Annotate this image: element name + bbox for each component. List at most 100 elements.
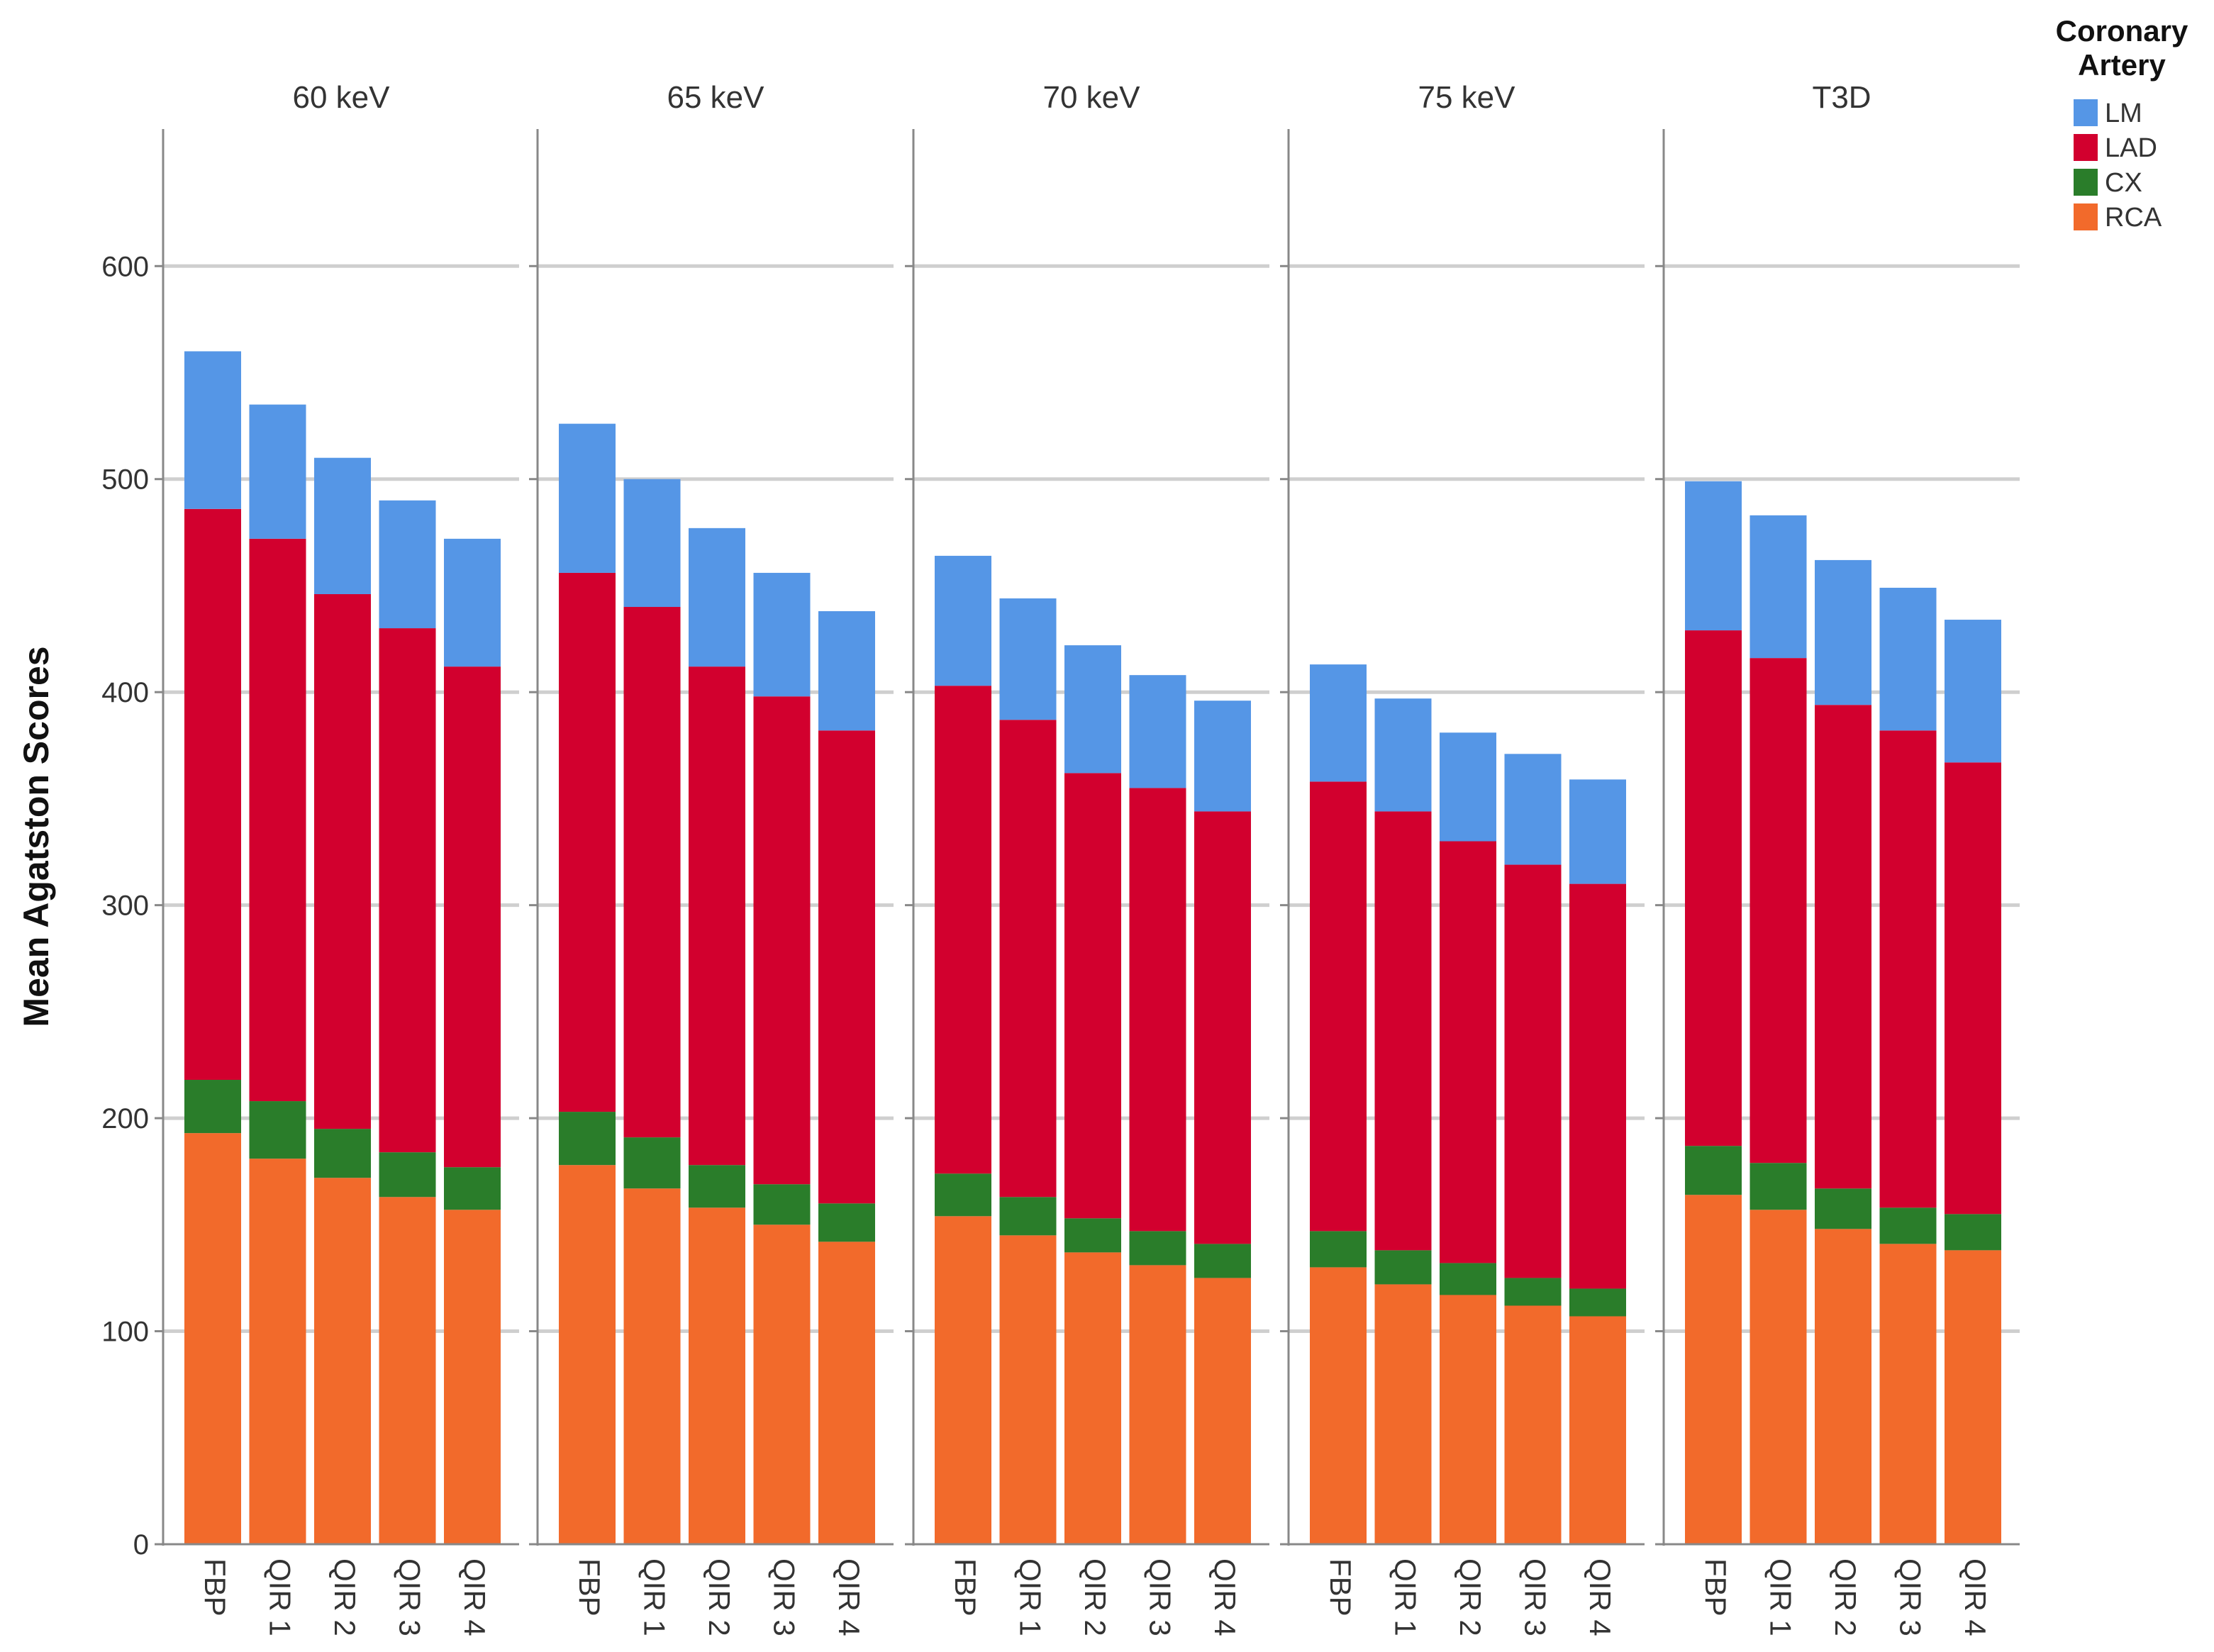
y-tick-label: 200 xyxy=(101,1103,149,1134)
bar-segment-cx xyxy=(314,1129,371,1178)
bar-segment-lad xyxy=(1685,630,1742,1146)
bar-segment-rca xyxy=(818,1241,875,1544)
bar-segment-rca xyxy=(1440,1295,1496,1544)
x-tick-label: QIR 1 xyxy=(263,1558,296,1636)
bar-segment-cx xyxy=(379,1152,436,1198)
bar-segment-rca xyxy=(935,1216,991,1544)
y-tick-label: 600 xyxy=(101,251,149,282)
bar-segment-lad xyxy=(1749,658,1807,1163)
bar-segment-lad xyxy=(689,666,745,1166)
bar-segment-lad xyxy=(184,508,241,1081)
bar-segment-cx xyxy=(1945,1214,2001,1251)
bar-segment-rca xyxy=(379,1197,436,1544)
x-tick-label: QIR 2 xyxy=(703,1558,736,1636)
bar-segment-lm xyxy=(1064,645,1121,774)
panel-title: T3D xyxy=(1812,80,1871,115)
legend-label-cx: CX xyxy=(2105,168,2142,198)
legend-label-lm: LM xyxy=(2105,99,2142,128)
x-tick-label: QIR 2 xyxy=(1079,1558,1112,1636)
axes: 0 100 200 300 400 500 600 60 keV FBP QIR 1 QIR 2 QI… xyxy=(101,80,2020,1636)
x-tick-label: QIR 1 xyxy=(1764,1558,1797,1636)
x-tick-label: QIR 4 xyxy=(1208,1558,1242,1636)
bar-segment-cx xyxy=(184,1080,241,1134)
bar-segment-lm xyxy=(1440,732,1496,842)
x-tick-label: FBP xyxy=(1324,1558,1357,1617)
bar-segment-lm xyxy=(1945,620,2001,763)
y-tick-label: 400 xyxy=(101,677,149,708)
bar-segment-lad xyxy=(444,666,501,1168)
bar-segment-rca xyxy=(1569,1316,1626,1544)
x-tick-label: QIR 2 xyxy=(328,1558,362,1636)
bar-segment-cx xyxy=(1194,1244,1251,1278)
bar-segment-lm xyxy=(623,479,681,608)
bar-segment-lm xyxy=(1194,701,1251,812)
bar-segment-lm xyxy=(1310,664,1367,782)
bar-segment-lad xyxy=(818,730,875,1204)
bar-segment-lad xyxy=(1064,773,1121,1219)
bar-segment-lm xyxy=(1129,675,1186,788)
bar-segment-lm xyxy=(1879,587,1937,731)
legend-swatch-cx xyxy=(2074,169,2098,196)
bar-segment-lm xyxy=(1749,515,1807,659)
bar-segment-cx xyxy=(1374,1250,1432,1285)
bar-segment-cx xyxy=(999,1197,1057,1236)
panel-title: 60 keV xyxy=(293,80,391,115)
bar-segment-cx xyxy=(559,1112,616,1166)
x-tick-label: FBP xyxy=(949,1558,982,1617)
y-tick-label: 0 xyxy=(133,1529,149,1561)
bar-segment-lad xyxy=(1374,811,1432,1251)
bar-segment-lad xyxy=(1879,730,1937,1208)
y-tick-label: 500 xyxy=(101,464,149,496)
bar-segment-rca xyxy=(1945,1250,2001,1544)
bar-segment-lm xyxy=(444,538,501,667)
bar-segment-lad xyxy=(1815,705,1871,1189)
x-tick-label: QIR 2 xyxy=(1454,1558,1487,1636)
bars xyxy=(184,351,2001,1544)
panel-title: 65 keV xyxy=(667,80,765,115)
bar-segment-lm xyxy=(1569,779,1626,884)
bar-segment-lad xyxy=(1129,788,1186,1232)
x-tick-label: QIR 4 xyxy=(833,1558,866,1636)
bar-segment-lm xyxy=(1815,559,1871,705)
bar-segment-cx xyxy=(1815,1188,1871,1229)
legend: Coronary Artery LM LAD CX RCA xyxy=(2056,14,2188,233)
x-tick-label: QIR 1 xyxy=(1013,1558,1047,1636)
bar-segment-rca xyxy=(1194,1278,1251,1544)
x-tick-label: QIR 4 xyxy=(458,1558,491,1636)
bar-segment-rca xyxy=(1064,1252,1121,1544)
bar-segment-lad xyxy=(1504,864,1562,1278)
bar-segment-cx xyxy=(1749,1163,1807,1210)
y-axis-title: Mean Agatston Scores xyxy=(16,646,56,1027)
legend-title-line1: Coronary xyxy=(2056,14,2188,48)
bar-segment-lad xyxy=(1194,811,1251,1244)
bar-segment-lad xyxy=(935,686,991,1174)
legend-swatch-lm xyxy=(2074,99,2098,126)
x-tick-label: FBP xyxy=(1699,1558,1732,1617)
bar-segment-lm xyxy=(184,351,241,509)
x-tick-label: QIR 3 xyxy=(767,1558,801,1636)
x-tick-label: QIR 3 xyxy=(1143,1558,1176,1636)
bar-segment-cx xyxy=(1064,1218,1121,1253)
bar-segment-lm xyxy=(753,572,811,697)
x-tick-label: FBP xyxy=(573,1558,606,1617)
bar-segment-lm xyxy=(559,423,616,573)
x-tick-label: QIR 1 xyxy=(1389,1558,1422,1636)
bar-segment-cx xyxy=(1129,1231,1186,1266)
bar-segment-rca xyxy=(1504,1305,1562,1544)
x-tick-label: QIR 3 xyxy=(1893,1558,1927,1636)
bar-segment-lm xyxy=(1374,698,1432,812)
x-tick-label: QIR 4 xyxy=(1584,1558,1617,1636)
bar-segment-rca xyxy=(1879,1244,1937,1544)
legend-title-line2: Artery xyxy=(2078,48,2166,82)
legend-swatch-lad xyxy=(2074,134,2098,161)
x-tick-label: QIR 3 xyxy=(393,1558,426,1636)
legend-label-lad: LAD xyxy=(2105,133,2157,163)
bar-segment-cx xyxy=(689,1165,745,1208)
bar-segment-lad xyxy=(1945,762,2001,1215)
panel-title: 70 keV xyxy=(1043,80,1141,115)
bar-segment-lad xyxy=(1440,841,1496,1263)
bar-segment-cx xyxy=(753,1184,811,1225)
bar-segment-rca xyxy=(999,1235,1057,1544)
